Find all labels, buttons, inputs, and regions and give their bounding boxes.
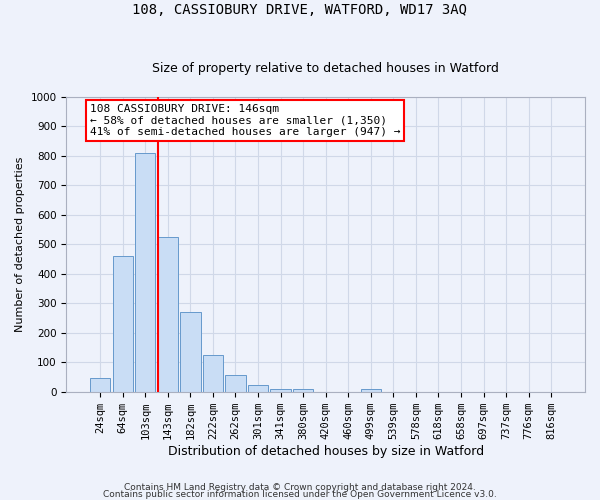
Bar: [203, 355, 223, 392]
Title: Size of property relative to detached houses in Watford: Size of property relative to detached ho…: [152, 62, 499, 74]
Text: Contains public sector information licensed under the Open Government Licence v3: Contains public sector information licen…: [103, 490, 497, 499]
X-axis label: Distribution of detached houses by size in Watford: Distribution of detached houses by size …: [167, 444, 484, 458]
Bar: [158, 236, 178, 392]
Bar: [180, 312, 200, 392]
Text: Contains HM Land Registry data © Crown copyright and database right 2024.: Contains HM Land Registry data © Crown c…: [124, 484, 476, 492]
Bar: [90, 378, 110, 392]
Bar: [271, 389, 291, 392]
Bar: [293, 389, 313, 392]
Bar: [361, 390, 381, 392]
Bar: [248, 385, 268, 392]
Bar: [226, 374, 245, 392]
Y-axis label: Number of detached properties: Number of detached properties: [15, 156, 25, 332]
Bar: [113, 256, 133, 392]
Text: 108 CASSIOBURY DRIVE: 146sqm
← 58% of detached houses are smaller (1,350)
41% of: 108 CASSIOBURY DRIVE: 146sqm ← 58% of de…: [90, 104, 400, 137]
Bar: [135, 152, 155, 392]
Text: 108, CASSIOBURY DRIVE, WATFORD, WD17 3AQ: 108, CASSIOBURY DRIVE, WATFORD, WD17 3AQ: [133, 2, 467, 16]
